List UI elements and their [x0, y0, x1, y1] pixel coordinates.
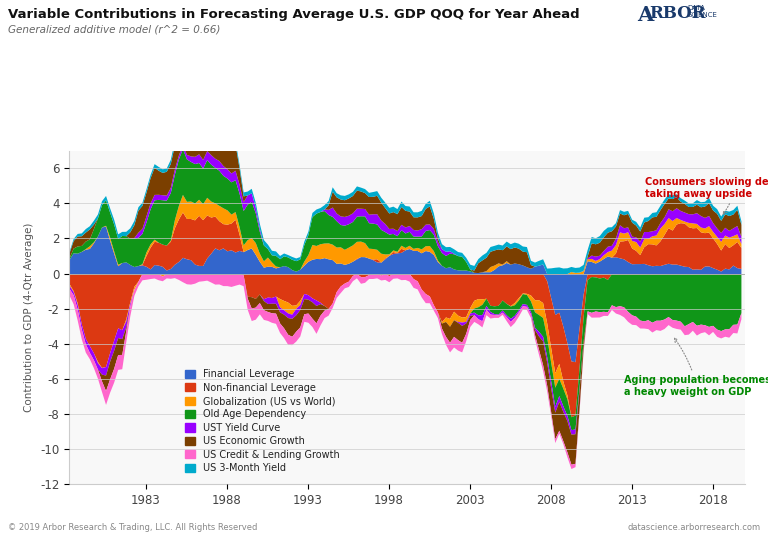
Text: A: A — [637, 5, 654, 25]
Text: DATA
SCIENCE: DATA SCIENCE — [687, 5, 717, 18]
Text: datascience.arborresearch.com: datascience.arborresearch.com — [627, 522, 760, 532]
Text: © 2019 Arbor Research & Trading, LLC. All Rights Reserved: © 2019 Arbor Research & Trading, LLC. Al… — [8, 522, 257, 532]
Text: Aging population becomes
a heavy weight on GDP: Aging population becomes a heavy weight … — [624, 338, 768, 397]
Y-axis label: Contribution to GDP (4-Qtr Average): Contribution to GDP (4-Qtr Average) — [25, 223, 35, 412]
Legend: Financial Leverage, Non-financial Leverage, Globalization (US vs World), Old Age: Financial Leverage, Non-financial Levera… — [182, 366, 343, 476]
Text: Variable Contributions in Forecasting Average U.S. GDP QOQ for Year Ahead: Variable Contributions in Forecasting Av… — [8, 8, 579, 21]
Text: Generalized additive model (r^2 = 0.66): Generalized additive model (r^2 = 0.66) — [8, 24, 220, 34]
Text: Consumers slowing deleveraging
taking away upside: Consumers slowing deleveraging taking aw… — [644, 177, 768, 214]
Text: RBOR: RBOR — [649, 5, 706, 23]
